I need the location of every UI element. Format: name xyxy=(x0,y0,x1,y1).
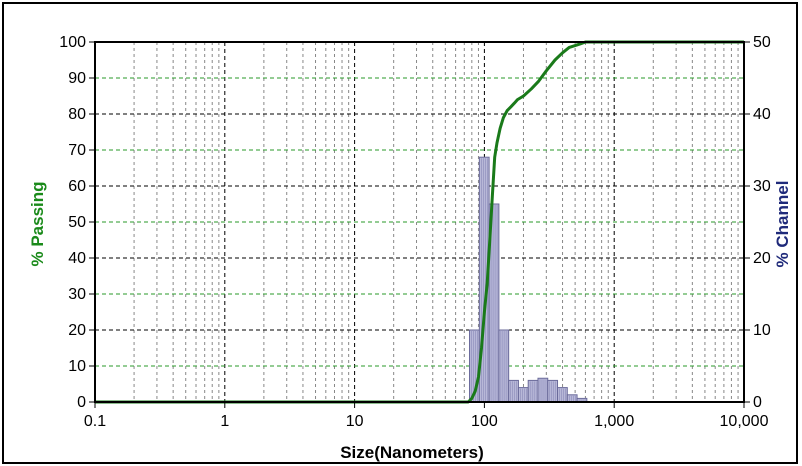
y-axis-label-right: % Channel xyxy=(773,181,792,268)
y-tick-label-right: 20 xyxy=(753,250,771,267)
x-tick-label: 0.1 xyxy=(84,413,106,430)
y-tick-label-left: 40 xyxy=(68,250,86,267)
x-tick-label: 1 xyxy=(220,413,229,430)
y-tick-label-left: 10 xyxy=(68,358,86,375)
y-tick-label-right: 10 xyxy=(753,322,771,339)
passing-line xyxy=(95,40,744,404)
channel-bar xyxy=(508,379,519,403)
channel-bar xyxy=(527,379,539,403)
y-tick-label-left: 80 xyxy=(68,106,86,123)
y-tick-label-right: 40 xyxy=(753,106,771,123)
channel-bar xyxy=(566,394,578,403)
channel-bar xyxy=(498,329,510,403)
x-tick-label: 100 xyxy=(471,413,498,430)
grid xyxy=(94,42,745,402)
y-tick-label-right: 50 xyxy=(753,34,771,51)
x-tick-label: 1,000 xyxy=(594,413,634,430)
y-axis-label-left: % Passing xyxy=(28,181,47,266)
y-tick-label-left: 0 xyxy=(77,394,86,411)
y-tick-label-left: 30 xyxy=(68,286,86,303)
channel-bar xyxy=(517,387,529,403)
y-tick-label-left: 70 xyxy=(68,142,86,159)
x-tick-label: 10,000 xyxy=(720,413,769,430)
x-axis-label: Size(Nanometers) xyxy=(340,443,484,462)
particle-size-chart: 0 10 20 30 40 50 60 70 80 90 100 0 10 20 30 40 50 0.1 1 10 1… xyxy=(28,34,792,462)
y-tick-label-right: 0 xyxy=(753,394,762,411)
y-tick-label-left: 20 xyxy=(68,322,86,339)
axes xyxy=(89,41,750,408)
channel-bars xyxy=(469,156,588,403)
passing-line-group xyxy=(95,40,744,404)
y-tick-label-left: 60 xyxy=(68,178,86,195)
y-tick-label-right: 30 xyxy=(753,178,771,195)
y-tick-label-left: 50 xyxy=(68,214,86,231)
x-tick-label: 10 xyxy=(346,413,364,430)
y-tick-label-left: 100 xyxy=(59,34,86,51)
channel-bar xyxy=(547,379,559,403)
y-tick-label-left: 90 xyxy=(68,70,86,87)
tick-labels: 0 10 20 30 40 50 60 70 80 90 100 0 10 20 30 40 50 0.1 1 10 1… xyxy=(59,34,771,430)
